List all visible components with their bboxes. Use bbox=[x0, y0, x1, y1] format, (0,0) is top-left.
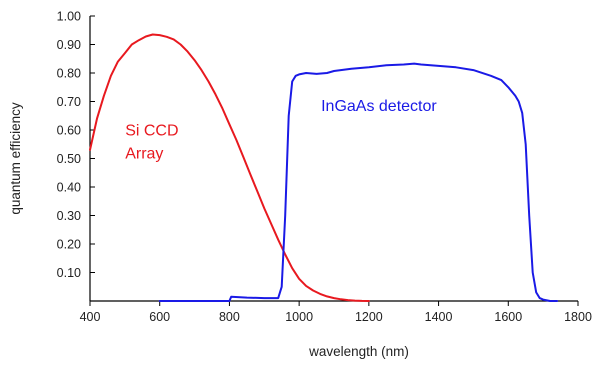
y-tick-label: 0.30 bbox=[57, 209, 81, 223]
si-ccd-array-line bbox=[89, 33, 370, 302]
y-axis-title: quantum efficiency bbox=[8, 102, 23, 215]
x-tick-label: 1800 bbox=[564, 310, 592, 324]
y-ticks: 0.10 0.20 0.30 0.40 0.50 0.60 0.70 0.80 0.90 1.00 bbox=[57, 10, 95, 280]
si-ccd-array-label-line: Array bbox=[125, 146, 163, 163]
x-tick-label: 600 bbox=[149, 310, 170, 324]
x-tick-label: 400 bbox=[80, 310, 101, 324]
x-axis-title: wavelength (nm) bbox=[308, 344, 409, 359]
si-ccd-array-label-line: Si CCD bbox=[125, 123, 178, 140]
y-tick-label: 0.80 bbox=[57, 67, 81, 81]
y-tick-label: 0.70 bbox=[57, 95, 81, 109]
ingaas-detector-line bbox=[158, 62, 559, 302]
y-tick-label: 1.00 bbox=[57, 10, 81, 24]
y-tick-label: 0.60 bbox=[57, 124, 81, 138]
series-layer bbox=[89, 33, 559, 302]
x-tick-label: 1400 bbox=[425, 310, 453, 324]
ingaas-detector-label: InGaAs detector bbox=[321, 98, 437, 115]
x-ticks: 400 600 800 1000 1200 1400 1600 1800 bbox=[80, 301, 592, 324]
y-tick-label: 0.40 bbox=[57, 181, 81, 195]
labels-layer: Si CCD Array InGaAs detector bbox=[125, 98, 437, 163]
x-tick-label: 1600 bbox=[494, 310, 522, 324]
si-ccd-array-label: Si CCD Array bbox=[125, 123, 178, 163]
y-tick-label: 0.20 bbox=[57, 238, 81, 252]
x-tick-label: 800 bbox=[219, 310, 240, 324]
x-tick-label: 1000 bbox=[285, 310, 313, 324]
y-tick-label: 0.50 bbox=[57, 152, 81, 166]
x-tick-label: 1200 bbox=[355, 310, 383, 324]
y-tick-label: 0.90 bbox=[57, 38, 81, 52]
y-tick-label: 0.10 bbox=[57, 266, 81, 280]
